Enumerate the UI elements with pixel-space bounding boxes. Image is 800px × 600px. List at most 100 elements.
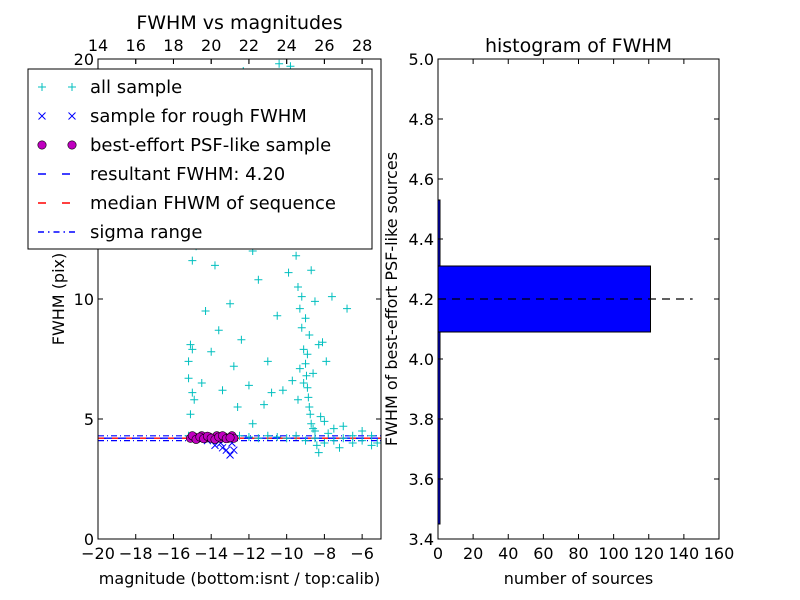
all-sample-point: [348, 431, 357, 440]
all-sample-point: [301, 314, 310, 323]
y-tick-label: 3.6: [409, 470, 434, 489]
all-sample-point: [339, 434, 348, 443]
all-sample-point: [302, 371, 311, 380]
all-sample-point: [292, 431, 301, 440]
all-sample-point: [367, 441, 376, 450]
x-tick-label: 120: [633, 544, 664, 563]
all-sample-point: [248, 419, 257, 428]
all-sample-point: [210, 261, 219, 270]
all-sample-point: [188, 345, 197, 354]
all-sample-point: [329, 436, 338, 445]
legend-label: median FHWM of sequence: [90, 193, 336, 214]
x-tick-label: −16: [157, 544, 191, 563]
top-tick-label: 22: [239, 36, 259, 55]
x-tick-label: 60: [533, 544, 553, 563]
x-axis-ticks: 0 20 40 60 80 100 120 140 160: [433, 59, 734, 563]
all-sample-point: [218, 386, 227, 395]
top-tick-label: 16: [126, 36, 146, 55]
all-sample-point: [297, 323, 306, 332]
x-axis-label: number of sources: [504, 569, 654, 588]
all-sample-point: [293, 395, 302, 404]
all-sample-point: [303, 350, 312, 359]
legend-marker-plus: [68, 83, 76, 91]
all-sample-point: [297, 292, 306, 301]
all-sample-point: [214, 326, 223, 335]
top-tick-label: 24: [276, 36, 296, 55]
x-tick-label: 40: [498, 544, 518, 563]
legend-marker-circle: [67, 140, 77, 150]
all-sample-point: [288, 376, 297, 385]
all-sample-point: [226, 299, 235, 308]
all-sample-point: [324, 429, 333, 438]
all-sample-point: [190, 395, 199, 404]
histogram-title: histogram of FWHM: [485, 35, 672, 57]
all-sample-point: [244, 381, 253, 390]
all-sample-point: [267, 388, 276, 397]
all-sample-point: [254, 275, 263, 284]
legend-marker-x: [68, 112, 76, 120]
all-sample-point: [318, 338, 327, 347]
y-tick-label: 4.0: [409, 350, 434, 369]
all-sample-point: [201, 307, 210, 315]
legend-label: all sample: [90, 77, 182, 98]
y-tick-label: 4.4: [409, 230, 434, 249]
rough-fwhm-point: [218, 443, 227, 452]
psf-like-point: [225, 433, 235, 443]
all-sample-point: [358, 427, 367, 435]
all-sample-point: [301, 436, 310, 445]
all-sample-point: [229, 362, 238, 371]
all-sample-point: [327, 292, 336, 301]
y-tick-label: 10: [74, 290, 94, 309]
all-sample-point: [343, 304, 352, 313]
y-tick-label: 4.8: [409, 110, 434, 129]
all-sample-point: [312, 441, 321, 450]
all-sample-point: [335, 443, 344, 452]
y-tick-label: 4.2: [409, 290, 434, 309]
y-axis-label: FWHM of best-effort PSF-like sources: [382, 152, 401, 446]
legend-label: sigma range: [90, 222, 202, 243]
y-tick-label: 0: [84, 530, 94, 549]
legend-entries: all sample sample for rough FWHM best-effo…: [37, 77, 336, 243]
x-tick-label: −10: [270, 544, 304, 563]
all-sample-point: [188, 388, 197, 397]
all-sample-point: [233, 403, 242, 411]
legend-marker-x: [38, 112, 46, 120]
all-sample-point: [284, 268, 293, 277]
legend: all sample sample for rough FWHM best-effo…: [27, 68, 373, 250]
all-sample-point: [275, 59, 284, 68]
top-tick-label: 26: [314, 36, 334, 55]
scatter-panel: FWHM vs magnitudes 14 16 18 20 22 24 26 28 −20−…: [27, 12, 382, 588]
all-sample-point: [358, 436, 367, 445]
all-sample-point: [293, 283, 302, 291]
y-tick-label: 5: [84, 410, 94, 429]
all-sample-point: [263, 357, 272, 366]
all-sample-point: [316, 412, 325, 421]
all-sample-point: [322, 357, 331, 366]
y-tick-label: 5.0: [409, 50, 434, 69]
all-sample-point: [305, 331, 314, 339]
x-axis-ticks: −20 −18 −16 −14 −12 −10 −8 −6: [81, 59, 374, 563]
y-tick-label: 3.4: [409, 530, 434, 549]
all-sample-point: [309, 369, 318, 378]
all-sample-point: [320, 439, 329, 447]
y-tick-label: 4.6: [409, 170, 434, 189]
x-tick-label: −14: [194, 544, 228, 563]
all-sample-point: [186, 340, 195, 349]
x-tick-label: 140: [669, 544, 700, 563]
x-tick-label: −6: [350, 544, 374, 563]
all-sample-point: [310, 427, 319, 435]
all-sample-point: [295, 364, 304, 373]
all-sample-point: [184, 357, 193, 366]
all-sample-point: [273, 311, 282, 320]
y-tick-label: 3.8: [409, 410, 434, 429]
legend-box: [27, 68, 373, 250]
all-sample-point: [244, 433, 253, 441]
y-upper-limit-label: 20: [74, 50, 94, 69]
x-tick-label: 160: [704, 544, 735, 563]
top-axis-ticks: 14 16 18 20 22 24 26 28: [88, 36, 372, 64]
x-tick-label: 80: [568, 544, 588, 563]
all-sample-point: [282, 434, 291, 443]
x-tick-label: −12: [232, 544, 266, 563]
all-sample-point: [348, 439, 357, 447]
